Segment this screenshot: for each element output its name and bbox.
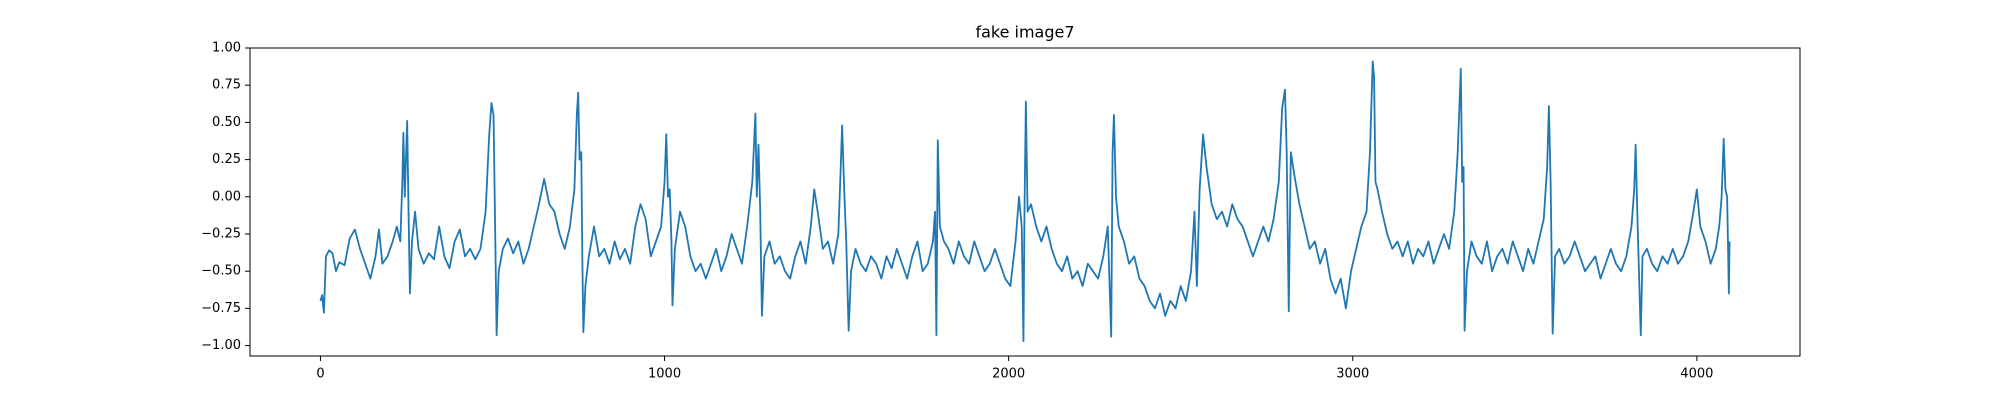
y-tick-label: 0.75: [212, 78, 241, 93]
x-tick-label: 4000: [1680, 367, 1713, 382]
data-line: [319, 60, 1731, 343]
axes-frame: [249, 47, 1801, 357]
x-tick-label: 1000: [648, 367, 681, 382]
y-tick-label: 0.50: [212, 115, 241, 130]
y-tick-label: −0.75: [201, 301, 241, 316]
x-tick-label: 2000: [992, 367, 1025, 382]
y-tick-label: −0.25: [201, 226, 241, 241]
chart-title: fake image7: [975, 23, 1074, 42]
y-tick-label: −0.50: [201, 264, 241, 279]
x-tick-label: 3000: [1336, 367, 1369, 382]
y-tick-label: 1.00: [212, 41, 241, 56]
y-tick-label: 0.25: [212, 152, 241, 167]
y-tick-label: −1.00: [201, 338, 241, 353]
y-tick-label: 0.00: [212, 189, 241, 204]
x-tick-label: 0: [316, 367, 324, 382]
